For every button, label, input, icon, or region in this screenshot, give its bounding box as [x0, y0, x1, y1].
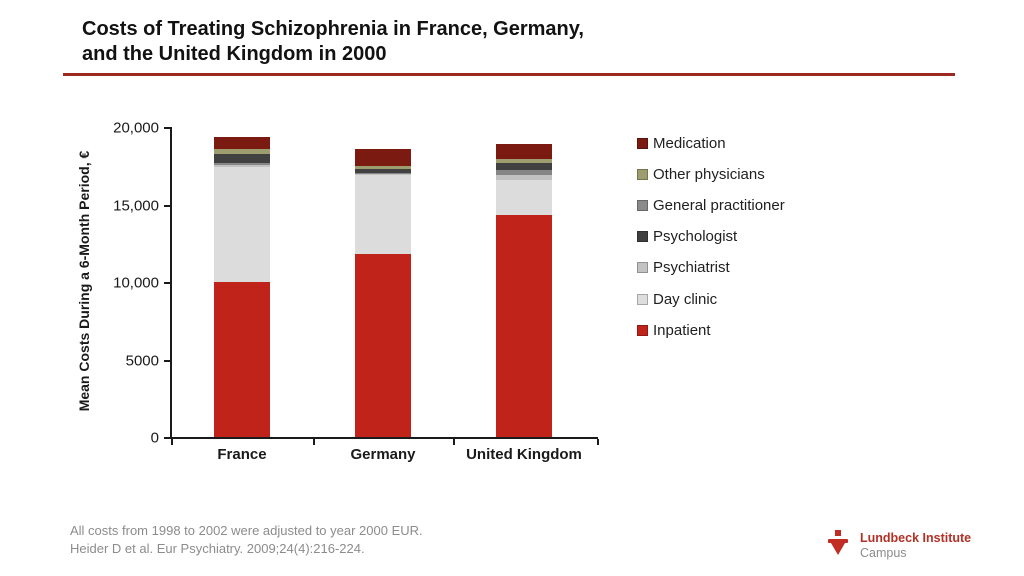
y-tick-label: 15,000: [113, 197, 159, 214]
bar-segment-day-clinic: [214, 166, 270, 282]
legend-item-medication: Medication: [637, 133, 726, 153]
legend-label: Other physicians: [653, 165, 765, 183]
x-tick-mark: [453, 439, 456, 445]
page-title-line2: and the United Kingdom in 2000: [82, 43, 387, 65]
legend-item-psychiatrist: Psychiatrist: [637, 258, 730, 278]
bar-segment-medication: [496, 144, 552, 159]
source-note: All costs from 1998 to 2002 were adjuste…: [70, 522, 423, 557]
y-tick-label: 10,000: [113, 274, 159, 292]
bar-segment-other-physicians: [355, 165, 411, 169]
legend-item-day-clinic: Day clinic: [637, 289, 717, 309]
logo-name: Lundbeck Institute: [860, 531, 972, 545]
x-tick-mark: [171, 439, 173, 445]
legend-swatch: [637, 137, 648, 149]
bar-segment-general-practitioner: [496, 169, 552, 175]
y-tick-label: 5000: [125, 352, 159, 369]
legend-label: Day clinic: [653, 290, 718, 308]
bar-segment-psychologist: [496, 163, 552, 170]
x-axis-line: [170, 437, 598, 439]
bar-segment-general-practitioner: [214, 162, 270, 165]
legend-item-other-physicians: Other physicians: [637, 164, 765, 184]
source-note-line1: All costs from 1998 to 2002 were adjuste…: [70, 523, 423, 538]
y-axis-line: [170, 127, 172, 439]
legend-item-general-practitioner: General practitioner: [637, 195, 785, 215]
y-tick-mark: [164, 282, 170, 284]
bar-segment-psychiatrist: [214, 164, 270, 167]
bar-segment-inpatient: [214, 282, 270, 437]
legend-item-psychologist: Psychologist: [637, 227, 737, 247]
y-tick-label: 0: [150, 429, 159, 447]
bar-segment-day-clinic: [496, 179, 552, 216]
bar-segment-medication: [355, 149, 411, 166]
y-tick-mark: [164, 359, 170, 362]
bar-segment-psychologist: [214, 154, 270, 163]
legend-swatch: [637, 168, 648, 180]
legend-label: General practitioner: [653, 196, 785, 214]
bar-segment-other-physicians: [214, 149, 270, 155]
legend-swatch: [637, 231, 648, 243]
lundbeck-logo-icon: [828, 529, 848, 556]
bar-segment-psychiatrist: [355, 173, 411, 176]
bar-segment-psychiatrist: [496, 174, 552, 180]
legend-label: Psychologist: [653, 228, 738, 246]
y-axis-title: Mean Costs During a 6-Month Period, €: [76, 150, 92, 412]
bar-segment-medication: [214, 136, 270, 150]
logo-subtitle: Campus: [860, 546, 907, 560]
y-tick-mark: [164, 437, 170, 439]
title-divider: [63, 73, 955, 76]
legend-swatch: [637, 324, 648, 336]
x-category-label: Germany: [350, 446, 416, 463]
y-tick-mark: [164, 204, 170, 207]
y-tick-label: 20,000: [113, 119, 159, 137]
page-title-line1: Costs of Treating Schizophrenia in Franc…: [82, 18, 584, 40]
bar-segment-inpatient: [496, 215, 552, 437]
bar-segment-general-practitioner: [355, 172, 411, 174]
legend-label: Psychiatrist: [653, 259, 730, 277]
bar-segment-day-clinic: [355, 175, 411, 255]
lundbeck-logo: Lundbeck Institute Campus: [828, 529, 1008, 563]
legend-item-inpatient: Inpatient: [637, 320, 711, 340]
bar-segment-psychologist: [355, 168, 411, 173]
legend-label: Inpatient: [653, 321, 711, 339]
x-tick-mark: [312, 439, 315, 445]
x-category-label: United Kingdom: [466, 446, 582, 463]
bar-segment-other-physicians: [496, 158, 552, 164]
x-tick-mark: [597, 439, 599, 445]
legend-swatch: [637, 199, 648, 211]
page-title: Costs of Treating Schizophrenia in Franc…: [82, 17, 782, 67]
x-category-label: France: [217, 446, 267, 463]
y-tick-mark: [164, 127, 170, 129]
legend-swatch: [637, 262, 648, 274]
source-note-line2: Heider D et al. Eur Psychiatry. 2009;24(…: [70, 540, 365, 556]
legend-label: Medication: [653, 134, 726, 152]
legend-swatch: [637, 293, 648, 305]
bar-segment-inpatient: [355, 254, 411, 437]
